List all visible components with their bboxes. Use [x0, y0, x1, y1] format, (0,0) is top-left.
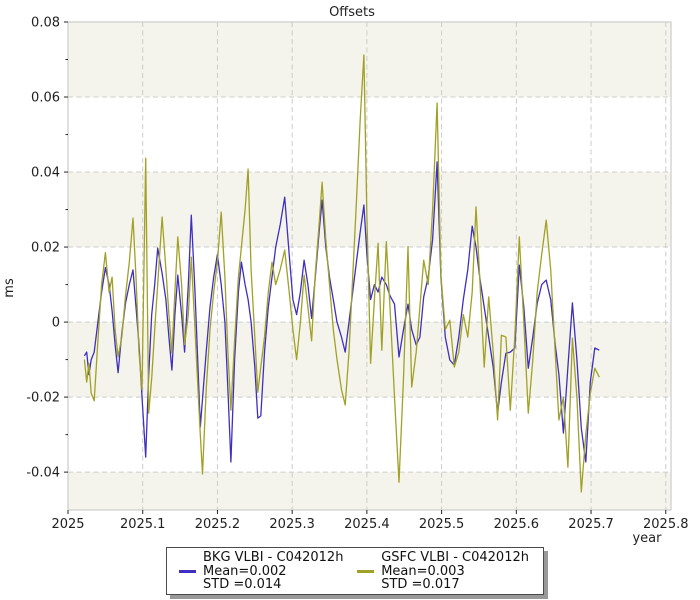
band — [68, 172, 671, 248]
legend-series-title: GSFC VLBI - C042012h — [381, 550, 529, 565]
x-tick-label: 2025.1 — [120, 517, 166, 532]
y-tick-label: 0 — [52, 316, 60, 331]
legend: BKG VLBI - C042012h Mean=0.002 STD =0.01… — [166, 547, 544, 595]
y-tick-label: -0.04 — [26, 466, 60, 481]
x-tick-label: 2025.7 — [568, 517, 614, 532]
x-tick-label: 2025.6 — [494, 517, 540, 532]
chart-title: Offsets — [329, 5, 375, 20]
legend-mean-value: Mean=0.002 — [203, 563, 287, 579]
x-tick-label: 2025.2 — [195, 517, 241, 532]
legend-line-swatch-icon — [357, 570, 375, 573]
x-axis-label: year — [632, 531, 662, 546]
band — [68, 22, 671, 98]
x-tick-label: 2025.5 — [419, 517, 465, 532]
legend-line-swatch-icon — [179, 570, 196, 573]
data-series — [83, 54, 600, 493]
y-tick-label: -0.02 — [26, 391, 60, 406]
x-tick-label: 2025.8 — [643, 517, 689, 532]
x-tick-label: 2025.4 — [344, 517, 390, 532]
axis-tick-labels: 2025 2025.1 2025.2 2025.3 2025.4 2025.5 2025.6… — [26, 16, 688, 533]
band — [68, 472, 671, 510]
x-tick-label: 2025 — [51, 517, 84, 532]
plot-border — [67, 21, 672, 511]
legend-std-value: STD =0.014 — [203, 577, 282, 592]
legend-mean-value: Mean=0.003 — [381, 563, 465, 579]
y-tick-label: 0.06 — [31, 91, 60, 106]
legend-series-title: BKG VLBI - C042012h — [203, 550, 344, 565]
x-tick-label: 2025.3 — [269, 517, 315, 532]
y-tick-label: 0.02 — [31, 241, 60, 256]
y-axis-label: ms — [2, 278, 17, 298]
legend-std-value: STD =0.017 — [381, 577, 460, 592]
plot-spines — [67, 21, 672, 511]
series-line-gsfc — [83, 54, 600, 493]
legend-entry-gsfc: GSFC VLBI - C042012h Mean=0.003 STD =0.0… — [355, 551, 529, 591]
y-tick-label: 0.04 — [31, 166, 60, 181]
axis-ticks — [64, 21, 667, 514]
legend-entry-bkg: BKG VLBI - C042012h Mean=0.002 STD =0.01… — [177, 551, 343, 591]
y-tick-label: 0.08 — [31, 16, 60, 31]
